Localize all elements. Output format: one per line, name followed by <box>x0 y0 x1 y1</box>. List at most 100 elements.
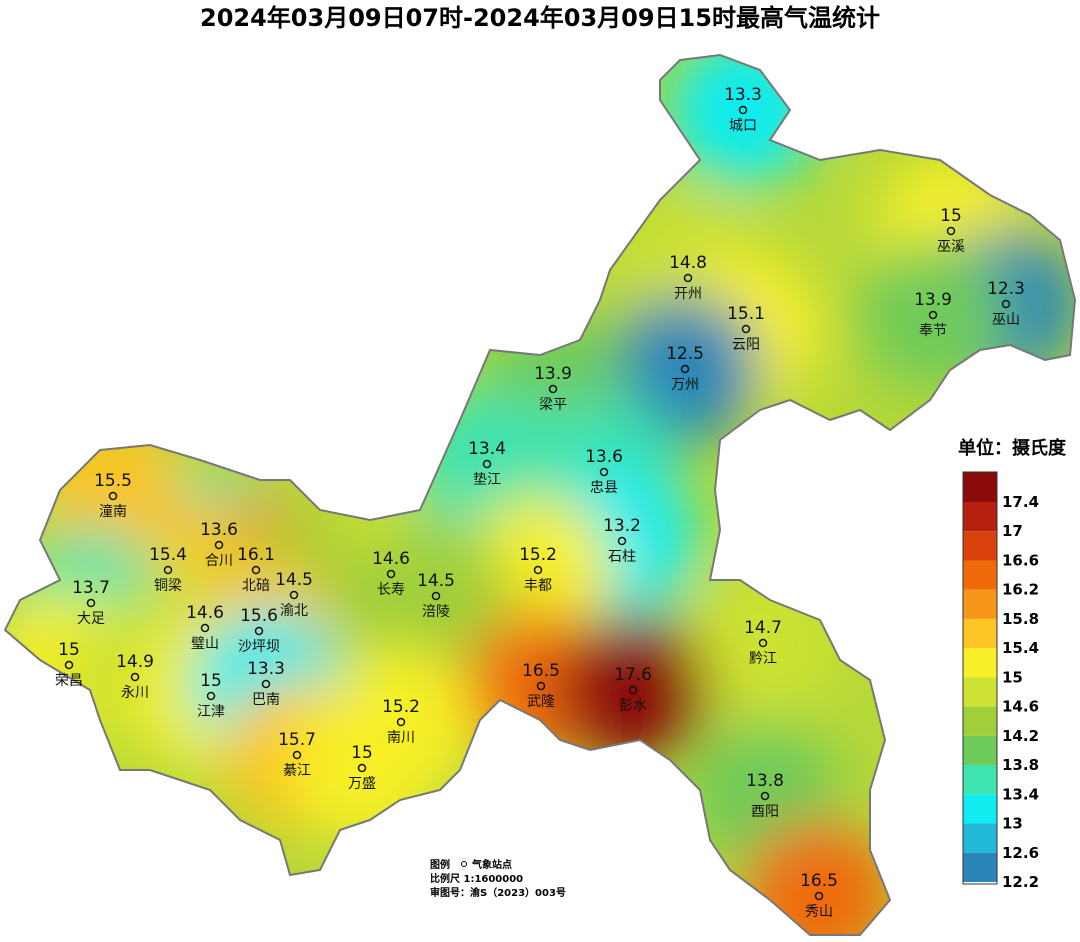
legend-tick-label: 17.4 <box>1002 493 1039 511</box>
station-dot <box>946 226 956 236</box>
station-name: 丰都 <box>524 578 552 594</box>
legend-tick-label: 12.6 <box>1002 844 1039 862</box>
station-dot <box>760 791 770 801</box>
station-name: 忠县 <box>590 480 618 496</box>
legend-swatch <box>963 648 997 678</box>
station-name: 垫江 <box>473 472 501 488</box>
legend-tick-label: 14.2 <box>1002 727 1039 745</box>
station-name: 铜梁 <box>154 578 182 594</box>
legend-tick-label: 16.6 <box>1002 551 1039 569</box>
station-value: 13.4 <box>468 439 506 459</box>
station-dot <box>200 623 210 633</box>
legend-tick-label: 13.4 <box>1002 785 1039 803</box>
station-value: 15.6 <box>240 606 278 626</box>
legend-tick-label: 15.4 <box>1002 639 1039 657</box>
station-value: 15.2 <box>519 545 557 565</box>
station-name: 奉节 <box>919 323 947 339</box>
station-value: 13.9 <box>534 364 572 384</box>
station-value: 15.7 <box>278 730 316 750</box>
station-dot <box>108 491 118 501</box>
station-dot <box>261 679 271 689</box>
station-dot <box>628 685 638 695</box>
station-name: 渝北 <box>280 603 308 619</box>
station-dot <box>536 681 546 691</box>
station-value: 15 <box>200 671 222 691</box>
legend-tick-label: 16.2 <box>1002 581 1039 599</box>
note-scale: 比例尺 1:1600000 <box>430 872 523 885</box>
station-dot <box>683 273 693 283</box>
legend-swatch <box>963 531 997 561</box>
station-dot <box>130 672 140 682</box>
station-name: 大足 <box>77 611 105 627</box>
temperature-blob <box>558 615 708 765</box>
legend-swatch <box>963 765 997 795</box>
station-dot <box>289 590 299 600</box>
station-value: 16.1 <box>237 545 275 565</box>
station-value: 13.6 <box>200 520 238 540</box>
station-name: 璧山 <box>191 635 219 652</box>
station-value: 12.5 <box>666 344 704 364</box>
station-value: 14.6 <box>372 549 410 569</box>
legend: 单位：摄氏度 17.4 17 16.6 16.2 15.8 15.4 15 14.6 14.2 13… <box>958 437 1067 891</box>
station-name: 南川 <box>387 730 415 746</box>
station-value: 14.7 <box>744 618 782 638</box>
station-dot <box>64 660 74 670</box>
station-value: 14.8 <box>669 253 707 273</box>
station-name: 长寿 <box>377 581 405 598</box>
title: 2024年03月09日07时-2024年03月09日15时最高气温统计 <box>200 4 880 32</box>
station-value: 13.8 <box>746 771 784 791</box>
station-value: 15.4 <box>149 545 187 565</box>
station-dot <box>1001 299 1011 309</box>
station-value: 13.3 <box>247 659 285 679</box>
station-name: 巫溪 <box>937 239 965 255</box>
note-station: 气象站点 <box>471 858 512 871</box>
temperature-blob <box>688 568 838 718</box>
station-name: 梁平 <box>539 397 567 413</box>
temperature-blob <box>668 55 818 185</box>
legend-swatch <box>963 852 997 882</box>
station-dot <box>86 598 96 608</box>
station-name: 涪陵 <box>422 604 450 620</box>
legend-swatch <box>963 794 997 824</box>
boundary <box>3 53 1077 936</box>
station-value: 15 <box>940 206 962 226</box>
station-dot <box>386 569 396 579</box>
station-name: 万州 <box>671 377 699 393</box>
station-name: 巫山 <box>992 312 1020 328</box>
station-dot <box>928 310 938 320</box>
station-name: 万盛 <box>348 776 376 792</box>
legend-frame <box>962 471 998 885</box>
legend-tick-label: 15.8 <box>1002 610 1039 628</box>
station-dot <box>680 364 690 374</box>
station-name: 荣昌 <box>55 673 83 689</box>
station-dot <box>206 691 216 701</box>
legend-swatch <box>963 706 997 736</box>
station-name: 合川 <box>205 553 233 569</box>
station-dot <box>599 467 609 477</box>
station-dot <box>814 891 824 901</box>
station-value: 14.6 <box>186 603 224 623</box>
temperature-blob <box>610 294 760 444</box>
station-value: 13.6 <box>585 447 623 467</box>
temperature-blob <box>858 240 1008 390</box>
station-value: 15.2 <box>382 697 420 717</box>
note-icon <box>461 861 467 867</box>
station-value: 17.6 <box>614 665 652 685</box>
note-legend: 图例 <box>430 858 450 871</box>
legend-swatch <box>963 677 997 707</box>
legend-swatch <box>963 823 997 853</box>
station-name: 城口 <box>729 118 757 134</box>
station-name: 巴南 <box>252 692 280 708</box>
station-value: 15 <box>351 743 373 763</box>
station-value: 14.5 <box>275 570 313 590</box>
station-dot <box>548 384 558 394</box>
station-dot <box>617 536 627 546</box>
station-name: 潼南 <box>99 503 127 520</box>
station-value: 13.9 <box>914 290 952 310</box>
station-dot <box>214 540 224 550</box>
legend-tick-label: 17 <box>1002 522 1023 540</box>
temperature-blob <box>361 521 511 671</box>
station-name: 永川 <box>121 685 149 701</box>
station-name: 开州 <box>674 286 702 302</box>
